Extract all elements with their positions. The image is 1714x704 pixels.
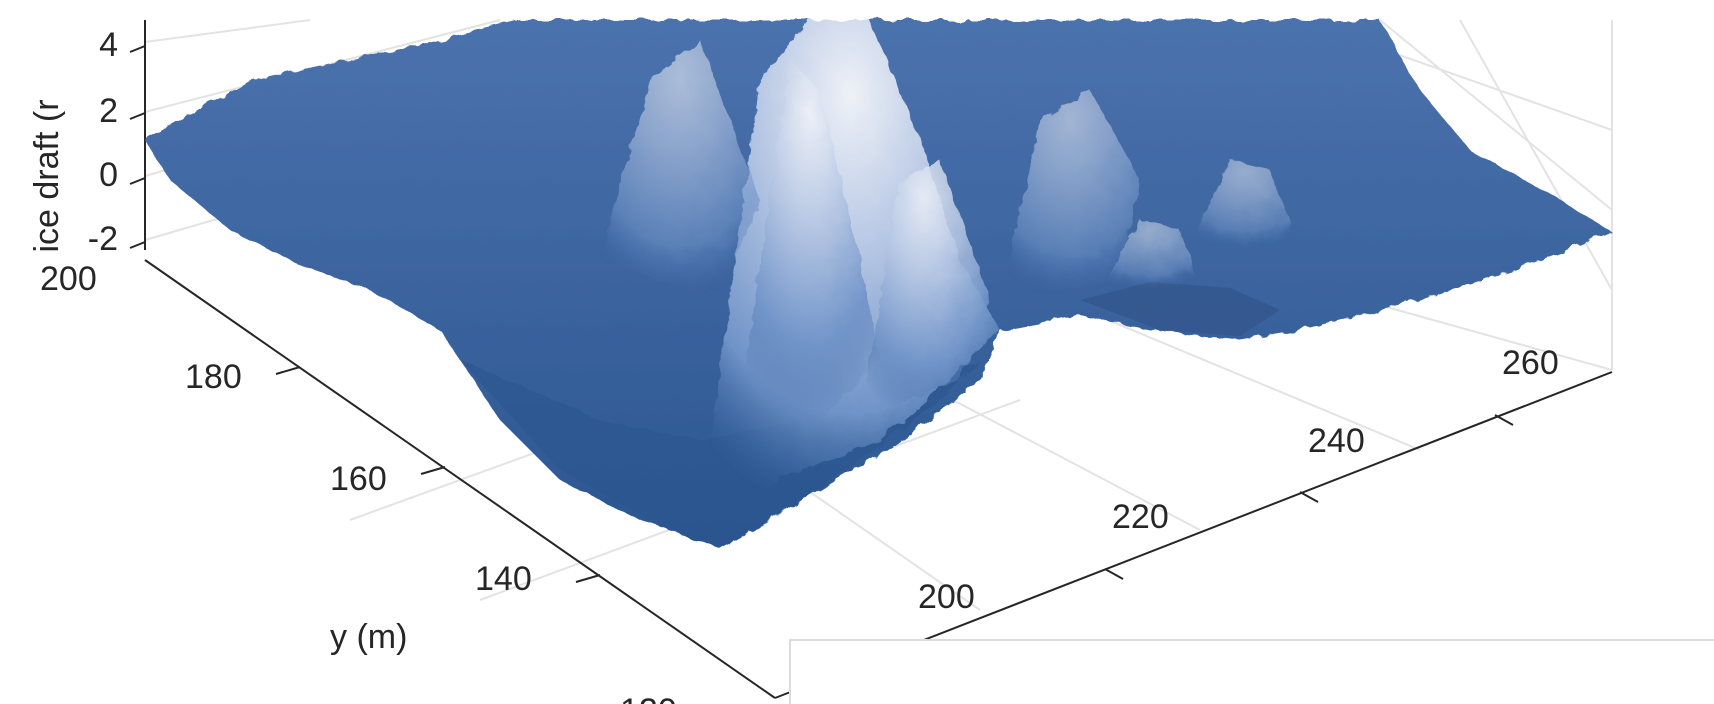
- y-tick-label: 120: [620, 692, 677, 704]
- z-tick-label: 2: [99, 92, 118, 130]
- ice-draft-surface: [145, 20, 1612, 548]
- x-tick-label: 240: [1308, 422, 1365, 460]
- x-tick-label: 200: [918, 578, 975, 616]
- z-tick-label: -2: [88, 220, 118, 258]
- y-tick-label: 160: [330, 460, 387, 498]
- ridge-peaks: [600, 20, 1300, 520]
- z-tick-labels: 4 2 0 -2: [88, 26, 118, 258]
- y-axis-line: [144, 259, 776, 699]
- y-axis-title: y (m): [330, 618, 407, 656]
- surface-depression: [1080, 282, 1280, 336]
- z-tick-label: 4: [99, 26, 118, 64]
- y-tick-label: 200: [40, 260, 97, 298]
- legend-box: [789, 639, 1714, 704]
- x-tick-label: 260: [1502, 344, 1559, 382]
- x-tick-label: 220: [1112, 498, 1169, 536]
- y-tick-labels: 200 180 160 140 120: [40, 260, 677, 704]
- y-tick-label: 180: [185, 358, 242, 396]
- z-tick-label: 0: [99, 156, 118, 194]
- x-tick-labels: 200 220 240 260: [918, 344, 1559, 616]
- y-tick-label: 140: [475, 560, 532, 598]
- z-axis-title: ice draft (r: [28, 99, 66, 252]
